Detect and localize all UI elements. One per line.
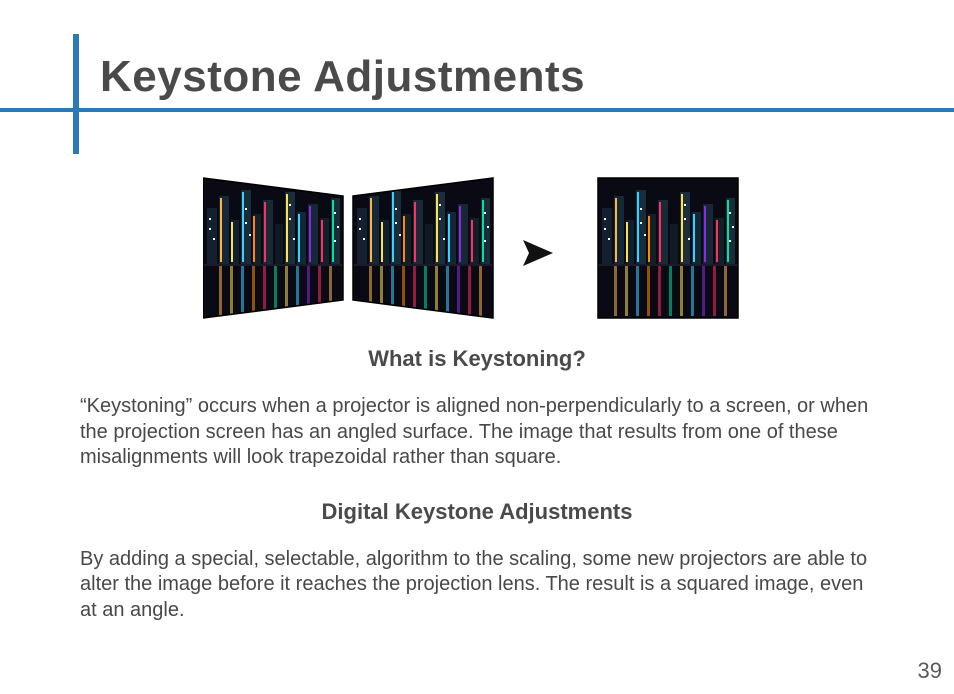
keystone-panel-left [203,178,343,318]
slide: Keystone Adjustments [0,0,954,694]
section-body-1: “Keystoning” occurs when a projector is … [80,394,874,471]
section-heading-1: What is Keystoning? [80,346,874,372]
title-underline [0,108,954,112]
keystone-illustration [203,170,763,330]
arrow-icon [523,240,553,266]
corrected-panel [598,178,738,318]
section-heading-2: Digital Keystone Adjustments [80,499,874,525]
title-accent-bar [73,34,79,154]
section-body-2: By adding a special, selectable, algorit… [80,547,874,624]
page-number: 39 [918,658,942,684]
page-title: Keystone Adjustments [100,52,585,102]
content: What is Keystoning? “Keystoning” occurs … [80,346,874,652]
keystone-panel-right [353,178,493,318]
